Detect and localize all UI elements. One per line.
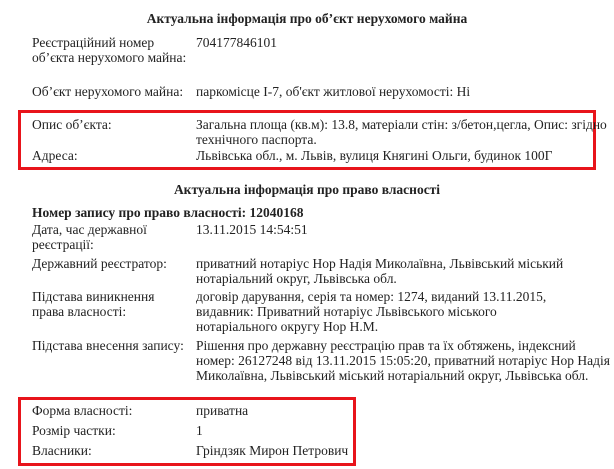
value: Гріндзяк Мирон Петрович xyxy=(196,443,349,458)
value: договір дарування, серія та номер: 1274,… xyxy=(196,289,547,334)
label: Форма власності: xyxy=(32,403,133,418)
object-section-title: Актуальна інформація про об’єкт нерухомо… xyxy=(146,11,468,26)
value: Львівська обл., м. Львів, вулиця Княгині… xyxy=(196,148,553,163)
value: 13.11.2015 14:54:51 xyxy=(196,222,308,237)
label: Підстава виникнення права власності: xyxy=(32,289,155,319)
label: Підстава внесення запису: xyxy=(32,338,184,353)
value: Загальна площа (кв.м): 13.8, матеріали с… xyxy=(196,117,607,147)
label: Державний реєстратор: xyxy=(32,256,167,271)
value: паркомісце І-7, об'єкт житлової нерухомо… xyxy=(196,84,471,99)
label: Розмір частки: xyxy=(32,423,116,438)
highlight-box-ownership xyxy=(18,397,356,466)
value: 1 xyxy=(196,423,203,438)
label: Реєстраційний номер об’єкта нерухомого м… xyxy=(32,35,187,65)
value: приватний нотаріус Нор Надія Миколаївна,… xyxy=(196,256,564,286)
value: 704177846101 xyxy=(196,35,277,50)
value: Рішення про державну реєстрацію прав та … xyxy=(196,338,610,383)
value: приватна xyxy=(196,403,249,418)
label: Дата, час державної реєстрації: xyxy=(32,222,147,252)
label: Власники: xyxy=(32,443,92,458)
highlight-box-object xyxy=(18,110,596,170)
rights-section-title: Актуальна інформація про право власності xyxy=(173,182,441,197)
label: Адреса: xyxy=(32,148,78,163)
record-number: Номер запису про право власності: 120401… xyxy=(32,205,304,220)
label: Опис об’єкта: xyxy=(32,117,112,132)
label: Об’єкт нерухомого майна: xyxy=(32,84,184,99)
